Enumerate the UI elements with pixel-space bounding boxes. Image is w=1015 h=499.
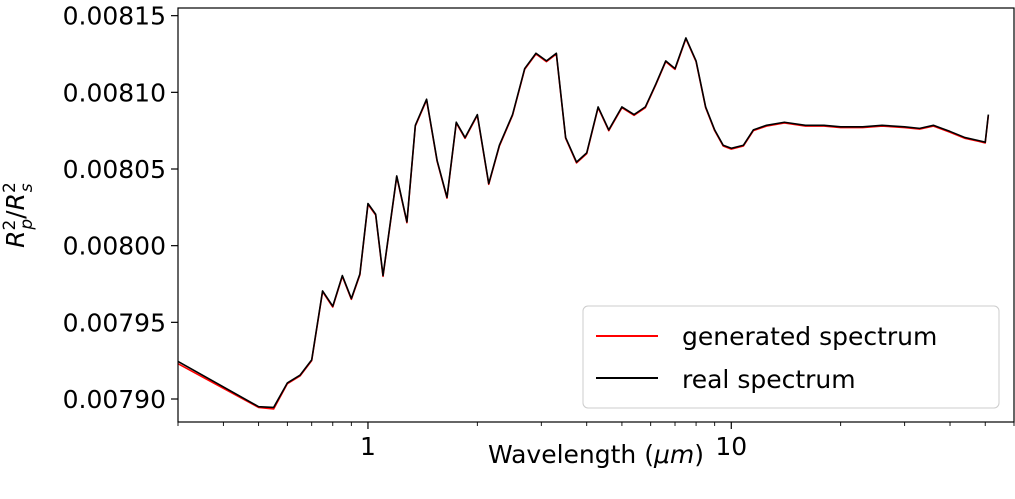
x-tick-label: 1	[360, 432, 376, 461]
y-tick-label: 0.00810	[63, 78, 166, 107]
x-tick-label: 10	[715, 432, 747, 461]
legend-label-generated: generated spectrum	[682, 322, 937, 351]
y-axis-title: R2p/R2s	[0, 182, 37, 248]
y-tick-label: 0.00815	[63, 2, 166, 31]
legend: generated spectrum real spectrum	[582, 305, 1000, 409]
x-axis-title: Wavelength (μm)	[488, 440, 704, 469]
y-tick-label: 0.00805	[63, 155, 166, 184]
series-line-real-spectrum	[177, 37, 990, 409]
legend-label-real: real spectrum	[682, 365, 856, 394]
axis-ticks: 1 10 0.00790 0.00795 0.00800 0.00805 0.00810 0.…	[63, 2, 1015, 461]
y-tick-label: 0.00790	[63, 385, 166, 414]
legend-box	[582, 305, 1000, 409]
y-tick-label: 0.00795	[63, 308, 166, 337]
plot-area	[177, 37, 990, 410]
y-tick-label: 0.00800	[63, 232, 166, 261]
plot-frame	[177, 7, 1015, 423]
